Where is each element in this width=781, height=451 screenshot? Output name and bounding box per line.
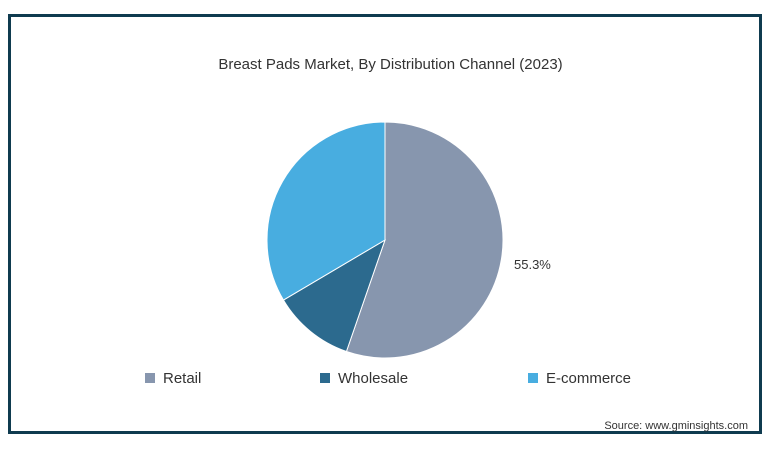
legend-item-wholesale: Wholesale <box>320 368 408 388</box>
pie-slice-e-commerce <box>266 121 386 301</box>
legend-swatch-wholesale <box>320 373 330 383</box>
legend-label-retail: Retail <box>163 369 202 387</box>
legend-label-ecommerce: E-commerce <box>546 369 632 387</box>
slice-label-retail: 55.3% <box>514 257 551 272</box>
legend-label-wholesale: Wholesale <box>338 369 409 387</box>
source-note: Source: www.gminsights.com <box>604 420 748 432</box>
legend-swatch-retail <box>145 373 155 383</box>
pie-slices <box>266 121 504 359</box>
pie-slice-retail <box>345 121 504 359</box>
pie-slice-wholesale <box>282 238 386 353</box>
chart-title: Breast Pads Market, By Distribution Chan… <box>218 56 563 73</box>
legend-item-retail: Retail <box>145 368 201 388</box>
legend-swatch-ecommerce <box>528 373 538 383</box>
legend-item-ecommerce: E-commerce <box>528 368 631 388</box>
